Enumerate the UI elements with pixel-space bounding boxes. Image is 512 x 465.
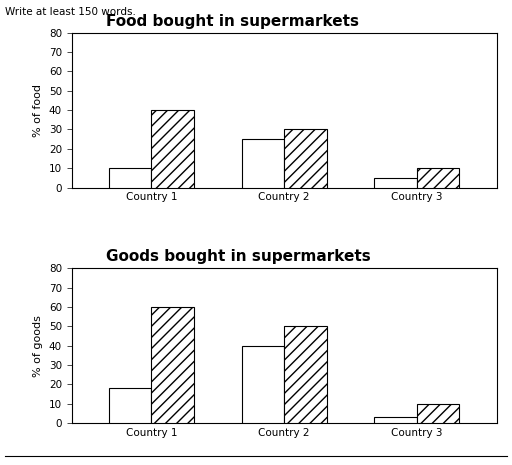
- Bar: [109, 388, 152, 423]
- Bar: [109, 168, 152, 187]
- Text: Goods bought in supermarkets: Goods bought in supermarkets: [105, 249, 370, 264]
- Bar: [242, 139, 284, 187]
- Y-axis label: % of goods: % of goods: [33, 315, 44, 377]
- Bar: [152, 307, 194, 423]
- Y-axis label: % of food: % of food: [33, 84, 44, 137]
- Bar: [417, 404, 459, 423]
- Text: Food bought in supermarkets: Food bought in supermarkets: [105, 13, 359, 29]
- Bar: [417, 168, 459, 187]
- Bar: [374, 178, 417, 187]
- Bar: [284, 129, 327, 187]
- Bar: [152, 110, 194, 187]
- Text: Write at least 150 words.: Write at least 150 words.: [5, 7, 136, 17]
- Bar: [374, 418, 417, 423]
- Bar: [284, 326, 327, 423]
- Bar: [242, 345, 284, 423]
